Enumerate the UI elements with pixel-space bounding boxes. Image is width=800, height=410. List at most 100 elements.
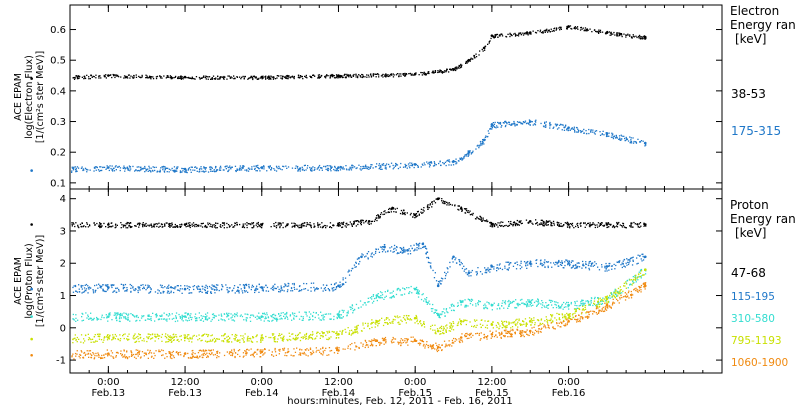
- scatter-dot: [211, 78, 213, 80]
- scatter-dot: [369, 328, 371, 330]
- scatter-dot: [637, 254, 639, 256]
- scatter-dot: [342, 329, 344, 332]
- scatter-dot: [135, 341, 137, 343]
- scatter-dot: [395, 211, 397, 213]
- scatter-dot: [426, 256, 428, 259]
- scatter-dot: [106, 317, 108, 319]
- scatter-dot: [479, 145, 481, 147]
- scatter-dot: [550, 124, 552, 126]
- scatter-dot: [477, 217, 479, 220]
- scatter-dot: [550, 224, 552, 227]
- scatter-dot: [410, 74, 412, 76]
- scatter-dot: [404, 251, 406, 253]
- scatter-dot: [508, 303, 510, 305]
- scatter-dot: [507, 269, 509, 271]
- scatter-dot: [482, 47, 485, 49]
- scatter-dot: [205, 78, 207, 80]
- scatter-dot: [623, 226, 626, 228]
- scatter-dot: [480, 217, 482, 219]
- scatter-dot: [177, 76, 179, 78]
- scatter-dot: [501, 125, 503, 127]
- scatter-dot: [126, 287, 128, 289]
- scatter-dot: [200, 166, 202, 168]
- scatter-dot: [459, 264, 461, 266]
- scatter-dot: [120, 317, 122, 319]
- scatter-dot: [350, 270, 352, 272]
- scatter-dot: [358, 74, 360, 76]
- scatter-dot: [135, 340, 138, 342]
- scatter-dot: [436, 198, 438, 200]
- scatter-dot: [514, 32, 516, 35]
- scatter-dot: [287, 166, 290, 168]
- scatter-dot: [482, 324, 484, 326]
- scatter-dot: [479, 144, 481, 146]
- scatter-dot: [278, 288, 280, 291]
- scatter-dot: [298, 167, 300, 170]
- scatter-dot: [263, 320, 265, 322]
- scatter-dot: [530, 320, 532, 322]
- scatter-dot: [540, 223, 542, 225]
- scatter-dot: [217, 284, 219, 286]
- scatter-dot: [348, 269, 350, 271]
- scatter-dot: [248, 223, 250, 225]
- scatter-dot: [397, 316, 399, 319]
- scatter-dot: [149, 75, 151, 77]
- scatter-dot: [529, 303, 531, 306]
- scatter-dot: [337, 285, 340, 288]
- scatter-dot: [546, 224, 548, 226]
- scatter-dot: [467, 59, 469, 62]
- scatter-dot: [312, 74, 315, 76]
- scatter-dot: [434, 311, 436, 313]
- scatter-dot: [337, 77, 339, 79]
- scatter-dot: [616, 222, 618, 224]
- scatter-dot: [330, 165, 332, 167]
- scatter-dot: [390, 73, 392, 75]
- scatter-dot: [440, 70, 442, 72]
- scatter-dot: [530, 305, 532, 307]
- scatter-dot: [546, 28, 548, 30]
- scatter-dot: [507, 268, 509, 270]
- scatter-dot: [550, 299, 552, 302]
- scatter-dot: [82, 319, 85, 321]
- scatter-dot: [223, 224, 226, 226]
- scatter-dot: [310, 282, 313, 284]
- scatter-dot: [179, 171, 181, 174]
- scatter-dot: [234, 222, 237, 225]
- scatter-dot: [280, 77, 282, 79]
- scatter-dot: [583, 128, 585, 131]
- scatter-dot: [130, 226, 132, 228]
- scatter-dot: [535, 219, 537, 221]
- scatter-dot: [556, 263, 558, 265]
- scatter-dot: [72, 342, 74, 344]
- scatter-dot: [360, 306, 362, 308]
- scatter-dot: [597, 303, 599, 305]
- scatter-dot: [282, 336, 284, 339]
- scatter-dot: [640, 225, 642, 227]
- scatter-dot: [318, 166, 320, 168]
- scatter-dot: [363, 222, 365, 224]
- scatter-dot: [496, 326, 498, 328]
- scatter-dot: [200, 315, 202, 317]
- scatter-dot: [254, 316, 257, 318]
- scatter-dot: [270, 167, 273, 169]
- scatter-dot: [323, 316, 326, 318]
- scatter-dot: [558, 222, 560, 224]
- scatter-dot: [352, 74, 354, 76]
- scatter-dot: [202, 315, 204, 317]
- scatter-dot: [614, 34, 616, 36]
- scatter-dot: [372, 167, 374, 169]
- scatter-dot: [570, 223, 572, 225]
- scatter-dot: [375, 73, 377, 75]
- scatter-dot: [76, 170, 78, 172]
- scatter-dot: [453, 322, 455, 324]
- scatter-dot: [484, 306, 486, 309]
- scatter-dot: [276, 75, 278, 77]
- scatter-dot: [568, 260, 570, 262]
- scatter-dot: [607, 301, 609, 303]
- scatter-dot: [256, 226, 259, 228]
- scatter-dot: [463, 156, 465, 158]
- scatter-dot: [397, 322, 399, 324]
- scatter-dot: [272, 289, 275, 291]
- scatter-dot: [255, 165, 257, 168]
- scatter-dot: [609, 32, 612, 34]
